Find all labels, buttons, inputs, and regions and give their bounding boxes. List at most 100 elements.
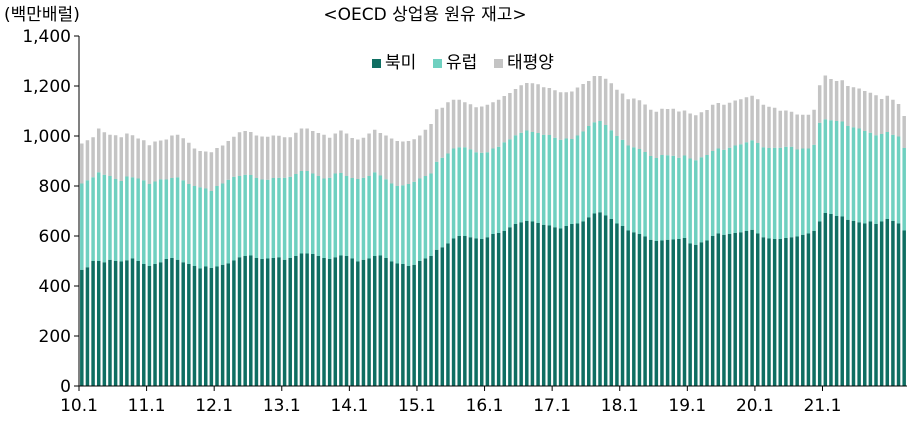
bar-segment-3-131 [817, 85, 822, 123]
bar-segment-2-63 [434, 161, 439, 250]
bar-segment-3-29 [243, 131, 247, 175]
x-tick-label: 20.1 [736, 396, 774, 416]
bar-segment-3-0 [80, 143, 84, 184]
bar-segment-2-133 [829, 120, 833, 214]
bar-segment-3-8 [125, 133, 129, 177]
bar-segment-2-43 [322, 178, 326, 258]
bar-segment-1-120 [755, 233, 760, 386]
bar-segment-3-2 [91, 137, 95, 178]
bar-segment-3-50 [361, 137, 366, 178]
bar-segment-2-19 [187, 184, 191, 264]
bar-segment-2-137 [851, 127, 856, 221]
bar-segment-1-137 [851, 221, 856, 386]
bar-segment-3-32 [260, 136, 264, 180]
bar-segment-1-142 [879, 221, 884, 386]
bar-segment-3-129 [806, 114, 811, 149]
bar-segment-2-42 [316, 176, 321, 256]
bar-segment-2-55 [389, 183, 394, 262]
bar-segment-1-109 [694, 244, 698, 386]
bar-segment-3-51 [367, 133, 371, 176]
bar-segment-2-25 [220, 183, 225, 265]
bar-segment-2-17 [175, 177, 180, 260]
bar-segment-3-28 [237, 132, 242, 176]
x-tick-label: 16.1 [466, 396, 504, 416]
bar-segment-1-121 [761, 237, 766, 386]
bar-segment-2-22 [203, 188, 208, 267]
bar-segment-2-71 [479, 152, 484, 239]
bar-segment-3-137 [851, 87, 856, 128]
bar-segment-1-57 [401, 264, 405, 386]
bar-segment-3-112 [710, 104, 715, 151]
bar-segment-3-11 [142, 140, 146, 181]
bar-segment-1-72 [485, 237, 490, 386]
bar-segment-3-1 [85, 140, 90, 181]
bar-segment-2-48 [350, 178, 354, 259]
bar-segment-1-87 [570, 224, 574, 386]
bar-segment-1-22 [203, 266, 208, 386]
y-tick-label: 200 [39, 327, 71, 347]
bar-segment-1-82 [541, 224, 546, 386]
bar-segment-2-23 [209, 191, 214, 268]
bar-segment-2-123 [772, 147, 777, 239]
bar-segment-1-94 [609, 219, 614, 386]
bar-segment-3-144 [891, 99, 895, 135]
bar-segment-1-34 [271, 258, 276, 386]
bar-segment-1-100 [643, 236, 647, 386]
bar-segment-3-9 [130, 135, 135, 178]
bar-segment-1-65 [446, 243, 450, 386]
bar-segment-1-130 [812, 231, 816, 386]
bar-segment-3-104 [665, 109, 670, 156]
bar-segment-2-64 [440, 157, 445, 248]
bar-segment-2-134 [834, 121, 839, 216]
bar-segment-1-53 [378, 255, 383, 386]
bar-segment-1-127 [795, 236, 799, 386]
bar-segment-2-40 [305, 171, 309, 254]
bar-segment-2-84 [553, 137, 557, 228]
bar-segment-2-110 [699, 157, 704, 243]
bar-segment-3-10 [136, 138, 140, 179]
bar-segment-2-81 [536, 133, 540, 223]
bar-segment-3-40 [305, 128, 309, 171]
bar-segment-1-69 [468, 237, 473, 386]
bar-segment-3-45 [333, 133, 338, 174]
bar-segment-1-80 [530, 221, 535, 386]
bar-segment-2-107 [682, 155, 687, 238]
bar-segment-2-57 [401, 185, 405, 264]
bar-segment-2-135 [840, 121, 844, 217]
legend-label-2: 유럽 [446, 53, 477, 73]
bar-segment-1-17 [175, 259, 180, 386]
bar-segment-3-49 [356, 139, 360, 179]
bar-segment-3-132 [823, 75, 828, 120]
legend-label-1: 북미 [385, 53, 416, 73]
bar-segment-1-89 [581, 221, 585, 386]
bar-segment-1-29 [243, 256, 247, 386]
bar-segment-2-94 [609, 130, 614, 219]
bar-segment-2-145 [896, 136, 901, 224]
bar-segment-1-107 [682, 238, 687, 386]
bar-segment-1-43 [322, 258, 326, 386]
bar-segment-3-59 [412, 139, 416, 182]
bars-group [80, 75, 906, 386]
bar-segment-1-103 [660, 240, 664, 386]
bar-segment-3-124 [778, 110, 783, 148]
bar-segment-1-136 [846, 219, 850, 386]
bar-segment-1-23 [209, 268, 214, 386]
bar-segment-1-67 [457, 236, 461, 386]
bar-segment-3-85 [558, 92, 563, 140]
bar-segment-1-128 [801, 234, 805, 386]
bar-segment-3-35 [277, 135, 281, 178]
bar-segment-3-76 [508, 93, 512, 140]
bar-segment-2-116 [733, 145, 737, 233]
bar-segment-3-64 [440, 107, 445, 158]
bar-segment-1-51 [367, 258, 371, 386]
bar-segment-2-103 [660, 155, 664, 241]
bar-segment-1-7 [119, 261, 123, 386]
bar-segment-1-134 [834, 216, 839, 386]
bar-segment-2-18 [181, 180, 185, 263]
y-tick-label: 1,400 [22, 27, 71, 47]
bar-segment-1-21 [198, 268, 202, 386]
bar-segment-1-58 [406, 266, 411, 386]
bar-segment-1-12 [147, 266, 152, 386]
bar-segment-2-131 [817, 122, 822, 222]
